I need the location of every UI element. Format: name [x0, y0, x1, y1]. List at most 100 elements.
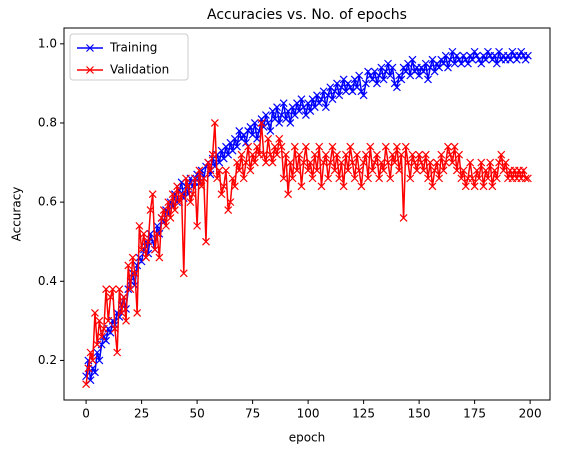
marker [173, 182, 182, 191]
marker [135, 253, 144, 262]
marker [93, 348, 102, 357]
chart-title: Accuracies vs. No. of epochs [207, 7, 407, 23]
marker [286, 158, 295, 167]
marker [419, 166, 428, 175]
marker [333, 150, 341, 159]
marker [373, 150, 381, 159]
marker [346, 83, 355, 92]
marker [492, 174, 501, 183]
marker [159, 206, 168, 214]
marker [481, 166, 490, 175]
marker [230, 182, 239, 191]
marker [346, 142, 355, 151]
marker [364, 67, 372, 76]
marker [484, 47, 492, 56]
marker [321, 103, 330, 112]
marker [357, 87, 366, 96]
marker [119, 293, 128, 302]
marker [239, 174, 248, 183]
marker [357, 182, 366, 191]
marker [128, 253, 137, 262]
marker [115, 312, 124, 321]
marker [470, 47, 479, 56]
marker [277, 142, 286, 151]
marker [379, 75, 388, 84]
marker [133, 309, 142, 317]
marker [508, 47, 517, 56]
marker [399, 214, 408, 222]
marker [419, 67, 428, 76]
marker [270, 142, 279, 151]
marker [175, 198, 184, 207]
marker [226, 198, 235, 207]
y-tick-label: 1.0 [38, 36, 57, 50]
marker [122, 316, 130, 325]
marker [401, 142, 410, 151]
marker [268, 158, 277, 167]
marker [308, 174, 317, 183]
marker [315, 142, 324, 151]
marker [430, 166, 439, 175]
marker [215, 166, 224, 175]
marker [344, 166, 352, 175]
marker [135, 221, 144, 230]
marker [170, 206, 179, 214]
marker [264, 134, 273, 143]
marker [459, 51, 468, 60]
marker [195, 166, 204, 175]
marker [497, 150, 506, 159]
marker [233, 142, 241, 151]
marker [390, 79, 399, 88]
marker [335, 91, 344, 100]
marker [182, 174, 190, 183]
marker [495, 158, 503, 167]
legend: Training Validation [69, 33, 189, 81]
marker [330, 166, 339, 175]
marker [523, 51, 532, 60]
marker [424, 174, 432, 183]
marker [432, 158, 441, 167]
marker [412, 166, 421, 175]
marker [95, 316, 104, 325]
marker [317, 182, 326, 191]
marker [230, 134, 239, 143]
marker [97, 332, 106, 341]
marker [148, 190, 157, 199]
marker [115, 285, 124, 294]
marker [290, 142, 299, 151]
marker [237, 150, 246, 159]
marker [484, 174, 492, 183]
marker [406, 174, 415, 183]
marker [295, 150, 304, 159]
marker [501, 158, 510, 167]
marker [390, 158, 399, 167]
marker [466, 158, 475, 167]
x-tick-label: 25 [134, 407, 149, 421]
marker [108, 285, 117, 294]
marker [139, 229, 148, 238]
marker [444, 63, 452, 72]
marker [246, 166, 255, 175]
y-tick-label: 0.2 [38, 353, 57, 367]
marker [208, 150, 217, 159]
marker [366, 142, 375, 151]
marker [91, 368, 99, 377]
y-axis-label: Accuracy [10, 187, 24, 242]
y-tick-label: 0.8 [38, 115, 57, 129]
marker [488, 182, 497, 191]
marker [279, 99, 288, 108]
marker [368, 166, 377, 175]
series [82, 47, 532, 385]
marker [326, 158, 335, 167]
marker [408, 150, 417, 159]
x-tick-label: 75 [245, 407, 260, 421]
series-line [85, 122, 528, 385]
marker [93, 340, 102, 349]
marker [106, 293, 115, 302]
marker [472, 166, 481, 175]
marker [297, 182, 306, 191]
marker [86, 348, 95, 357]
marker [266, 150, 275, 159]
marker [444, 142, 452, 151]
marker [244, 142, 253, 151]
